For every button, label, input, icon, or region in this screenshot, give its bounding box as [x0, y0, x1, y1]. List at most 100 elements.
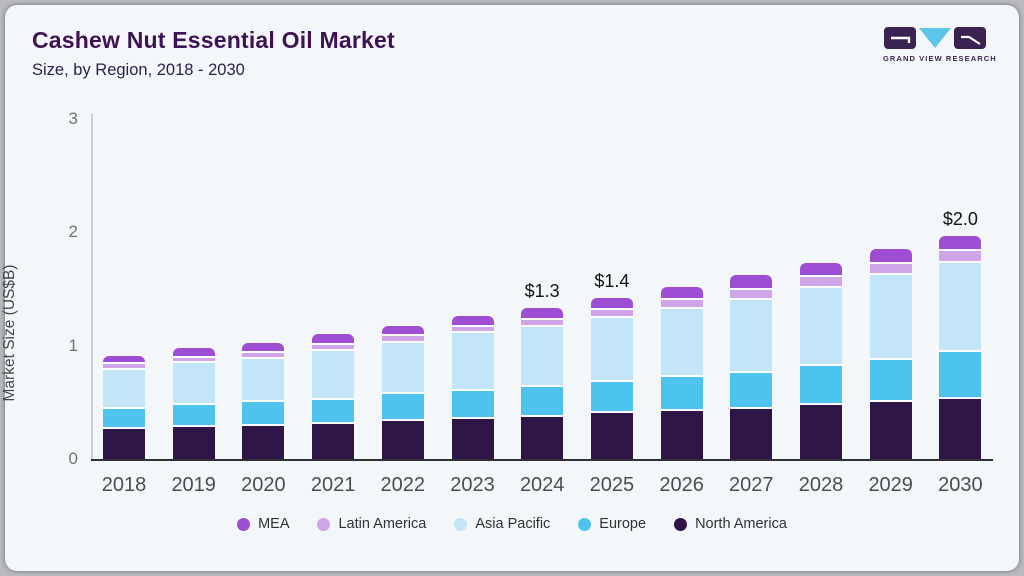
bar-segment-north-america: [451, 417, 494, 459]
bar-segment-latin-america: [312, 343, 355, 350]
bar-segment-asia-pacific: [242, 356, 285, 401]
bar-segment-asia-pacific: [590, 316, 633, 380]
bar-2026: [660, 286, 703, 459]
x-tick-2021: 2021: [310, 474, 356, 496]
bar-segment-asia-pacific: [730, 298, 773, 371]
page-title: Cashew Nut Essential Oil Market: [32, 27, 395, 53]
x-tick-2022: 2022: [380, 474, 426, 496]
legend-label-latin-america: Latin America: [338, 516, 427, 532]
bar-2030: [939, 235, 982, 459]
logo-v-icon: [919, 28, 951, 48]
bar-segment-europe: [381, 392, 424, 420]
bar-segment-north-america: [521, 414, 564, 459]
bar-segment-latin-america: [869, 261, 912, 274]
logo-g-icon: [884, 27, 916, 49]
bar-2018: [103, 355, 145, 459]
bar-segment-europe: [660, 375, 703, 410]
bar-segment-asia-pacific: [800, 285, 842, 364]
bar-segment-europe: [800, 363, 842, 404]
bar-segment-asia-pacific: [381, 341, 424, 393]
bar-segment-asia-pacific: [521, 325, 564, 386]
bar-segment-north-america: [172, 424, 215, 459]
bar-segment-latin-america: [242, 351, 285, 357]
bar-segment-mea: [242, 343, 285, 352]
x-tick-2026: 2026: [659, 474, 704, 496]
legend-item-mea: MEA: [237, 516, 289, 532]
legend-dot-asia-pacific: [454, 517, 468, 531]
bar-segment-latin-america: [939, 249, 982, 261]
bar-segment-north-america: [800, 403, 842, 459]
legend: MEA Latin America Asia Pacific Europe North …: [0, 516, 1024, 532]
bar-segment-asia-pacific: [312, 349, 355, 398]
y-tick-1: 1: [68, 335, 78, 355]
data-label-2025: $1.4: [594, 271, 630, 292]
grand-view-research-logo: GRAND VIEW RESEARCH: [883, 27, 997, 63]
x-tick-2018: 2018: [101, 474, 147, 496]
bar-segment-latin-america: [590, 308, 633, 317]
x-tick-2024: 2024: [519, 474, 565, 496]
x-axis-line: [91, 459, 993, 461]
legend-label-asia-pacific: Asia Pacific: [475, 516, 551, 532]
data-label-2030: $2.0: [942, 208, 978, 229]
bar-2021: [312, 334, 355, 459]
bar-2029: [869, 249, 912, 459]
legend-dot-europe: [578, 517, 592, 531]
bar-segment-asia-pacific: [451, 330, 494, 389]
x-tick-2030: 2030: [938, 474, 983, 496]
bar-2025: [590, 298, 633, 459]
legend-dot-latin-america: [317, 517, 331, 531]
bar-segment-north-america: [312, 421, 355, 459]
legend-item-asia-pacific: Asia Pacific: [454, 516, 550, 532]
bar-segment-asia-pacific: [660, 307, 703, 376]
bar-segment-europe: [172, 403, 215, 425]
bar-segment-latin-america: [172, 355, 215, 362]
bar-segment-europe: [103, 406, 145, 428]
bar-segment-mea: [869, 249, 912, 262]
bar-2027: [730, 275, 773, 459]
bar-segment-north-america: [730, 406, 773, 459]
bar-segment-north-america: [590, 411, 633, 459]
bar-segment-north-america: [660, 409, 703, 459]
bar-segment-latin-america: [103, 361, 145, 369]
bar-segment-north-america: [869, 399, 912, 459]
x-tick-2023: 2023: [450, 474, 495, 496]
y-axis-label: Market Size (US$B): [1, 264, 18, 402]
bar-segment-latin-america: [521, 318, 564, 326]
y-tick-3: 3: [68, 109, 78, 128]
bar-segment-mea: [590, 298, 633, 309]
bar-segment-latin-america: [381, 334, 424, 342]
bar-segment-asia-pacific: [103, 368, 145, 407]
bar-segment-north-america: [381, 419, 424, 459]
x-tick-2020: 2020: [241, 474, 286, 496]
bar-segment-europe: [242, 400, 285, 424]
bar-segment-latin-america: [730, 287, 773, 299]
x-tick-2019: 2019: [171, 474, 216, 496]
bar-2020: [242, 343, 285, 459]
x-tick-2027: 2027: [729, 474, 774, 496]
y-tick-2: 2: [68, 222, 78, 242]
bar-segment-asia-pacific: [939, 260, 982, 351]
bar-segment-latin-america: [660, 297, 703, 308]
bar-segment-latin-america: [451, 325, 494, 331]
legend-item-latin-america: Latin America: [317, 516, 426, 532]
bar-2019: [172, 347, 215, 459]
bar-segment-mea: [381, 326, 424, 335]
x-tick-2025: 2025: [589, 474, 635, 496]
bar-segment-mea: [521, 308, 564, 319]
bar-segment-mea: [660, 286, 703, 298]
logo-text: GRAND VIEW RESEARCH: [883, 54, 997, 63]
bar-segment-europe: [730, 370, 773, 407]
bar-segment-latin-america: [800, 275, 842, 286]
bar-segment-europe: [521, 385, 564, 415]
legend-item-europe: Europe: [578, 516, 646, 532]
bar-2022: [381, 326, 424, 459]
y-tick-0: 0: [68, 449, 78, 468]
bar-segment-north-america: [103, 427, 145, 459]
legend-label-mea: MEA: [258, 516, 290, 532]
legend-label-north-america: North America: [695, 516, 787, 532]
x-tick-2029: 2029: [868, 474, 913, 496]
bar-2024: [521, 308, 564, 459]
data-label-2024: $1.3: [524, 281, 560, 302]
bar-2023: [451, 316, 494, 459]
bar-segment-mea: [172, 347, 215, 356]
